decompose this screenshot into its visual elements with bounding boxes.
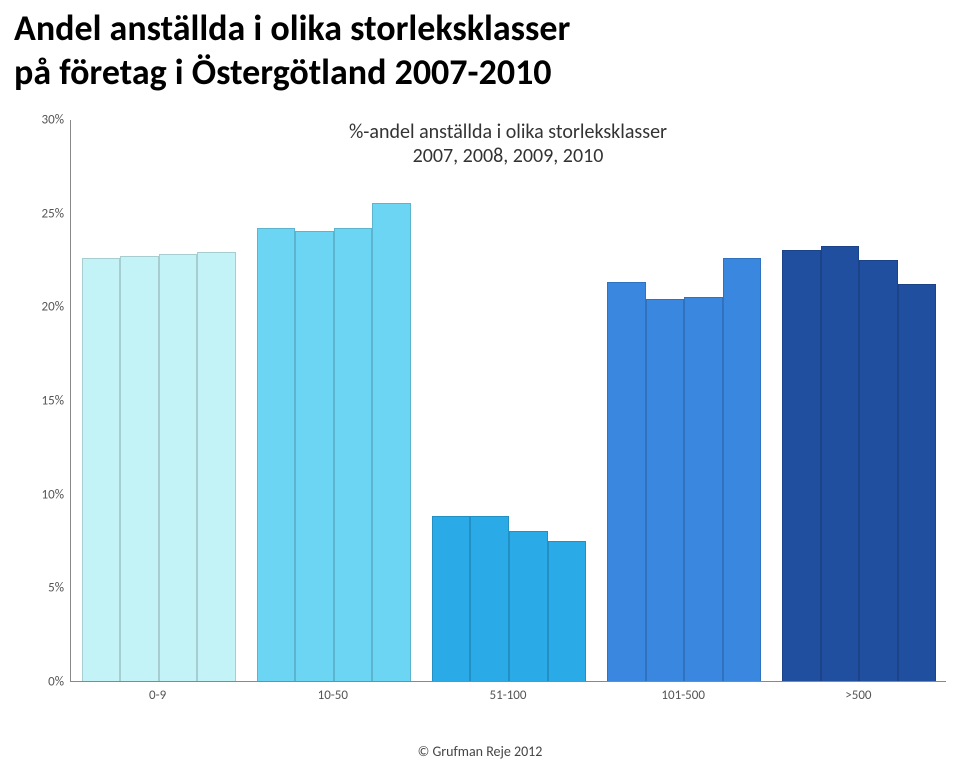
bar	[684, 297, 723, 681]
bar-group	[432, 516, 586, 681]
bar	[723, 258, 762, 681]
bar	[898, 284, 937, 681]
x-tick-label: 51-100	[490, 688, 527, 703]
bar	[646, 299, 685, 681]
bar	[197, 252, 236, 681]
y-axis: 0%5%10%15%20%25%30%	[14, 120, 70, 682]
x-tick-label: 10-50	[318, 688, 348, 703]
y-tick-label: 5%	[48, 581, 64, 596]
page-title-block: Andel anställda i olika storleksklasser …	[0, 0, 960, 94]
bar	[470, 516, 509, 681]
bar	[257, 228, 296, 681]
bar	[120, 256, 159, 681]
page-title-line2: på företag i Östergötland 2007-2010	[14, 50, 946, 94]
x-tick-label: 101-500	[661, 688, 705, 703]
bar	[821, 246, 860, 681]
bar-group	[782, 246, 936, 681]
x-tick-label: >500	[845, 688, 871, 703]
bar-group	[82, 252, 236, 681]
bar	[548, 541, 587, 682]
x-tick-label: 0-9	[149, 688, 166, 703]
page-title-line1: Andel anställda i olika storleksklasser	[14, 6, 946, 50]
y-tick-label: 0%	[48, 675, 64, 690]
y-tick-label: 10%	[42, 487, 64, 502]
y-tick-label: 30%	[42, 113, 64, 128]
plot-area	[70, 120, 946, 682]
bar	[159, 254, 198, 681]
bar	[782, 250, 821, 681]
y-tick-label: 25%	[42, 206, 64, 221]
bar-group	[257, 203, 411, 681]
bar	[82, 258, 121, 681]
bar-group	[607, 258, 761, 681]
x-axis: 0-9 10-50 51-100 101-500 >500	[70, 682, 946, 712]
bar	[295, 231, 334, 681]
bar	[372, 203, 411, 681]
y-tick-label: 20%	[42, 300, 64, 315]
bar	[334, 228, 373, 681]
bar	[432, 516, 471, 681]
bar	[509, 531, 548, 681]
bar-groups	[71, 120, 946, 681]
footer-copyright: © Grufman Reje 2012	[0, 743, 960, 760]
chart: %-andel anställda i olika storleksklasse…	[14, 120, 946, 720]
y-tick-label: 15%	[42, 394, 64, 409]
bar	[607, 282, 646, 681]
bar	[859, 260, 898, 682]
